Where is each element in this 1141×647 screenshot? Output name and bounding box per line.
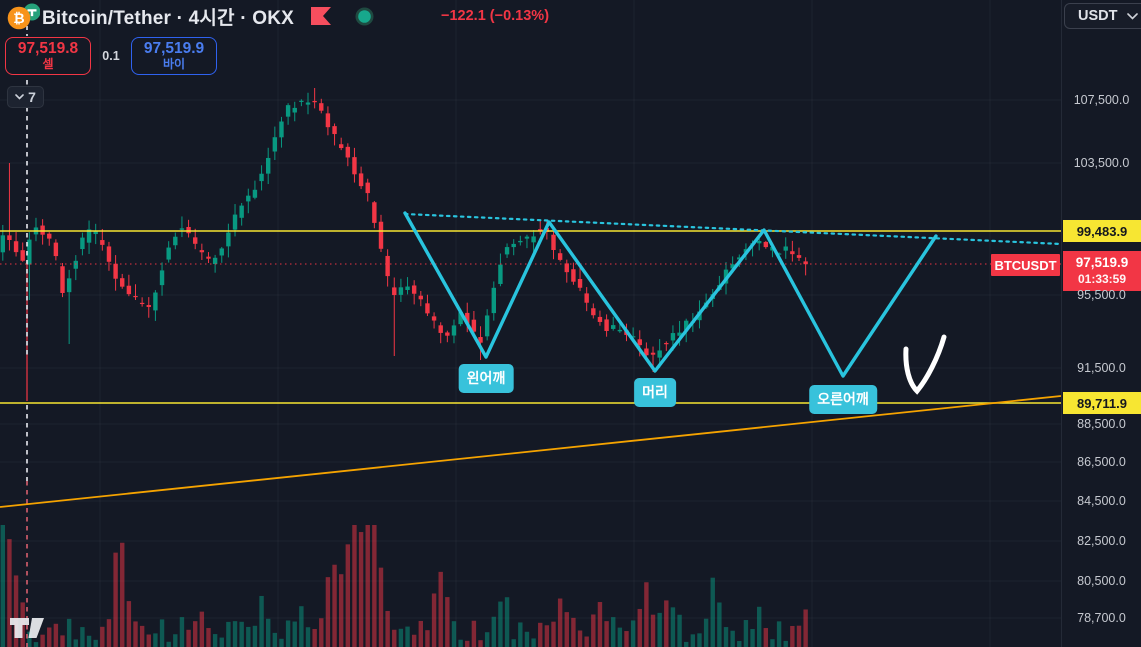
- chevron-down-icon: [15, 94, 24, 100]
- candle-count-value: 7: [28, 89, 36, 105]
- flag-icon[interactable]: [310, 7, 332, 25]
- currency-selector-value: USDT: [1078, 8, 1118, 24]
- chart-header: ₿ Bitcoin/Tether · 4시간 · OKX −122.1 (−0.…: [6, 3, 549, 29]
- buy-label: 바이: [162, 57, 186, 72]
- tradingview-logo[interactable]: [8, 611, 46, 641]
- price-axis[interactable]: 99,483.9 89,711.9 97,519.9 01:33:59 107,…: [1061, 0, 1141, 647]
- sell-price: 97,519.8: [17, 40, 79, 58]
- price-tick-label: 82,500.0: [1077, 534, 1126, 548]
- sell-button[interactable]: 97,519.8 셀: [5, 37, 91, 75]
- market-status-dot-icon[interactable]: [355, 7, 374, 26]
- price-change-text: −122.1 (−0.13%): [441, 8, 550, 24]
- price-tick-label: 107,500.0: [1073, 93, 1130, 107]
- sell-label: 셀: [42, 57, 54, 72]
- candle-countdown: 01:33:59: [1077, 271, 1127, 286]
- price-chart-canvas[interactable]: [0, 0, 1061, 647]
- pattern-label-left-shoulder[interactable]: 왼어깨: [458, 364, 514, 393]
- level-label-resistance[interactable]: 99,483.9: [1063, 220, 1141, 242]
- symbol-icon-pair: ₿: [6, 3, 41, 30]
- currency-selector[interactable]: USDT: [1064, 3, 1141, 29]
- price-tick-label: 103,500.0: [1073, 156, 1130, 170]
- trade-panel: 97,519.8 셀 0.1 97,519.9 바이: [5, 37, 217, 75]
- candle-count-button[interactable]: 7: [7, 86, 44, 108]
- price-tick-label: 84,500.0: [1077, 494, 1126, 508]
- spread-value: 0.1: [102, 49, 120, 63]
- symbol-title[interactable]: Bitcoin/Tether · 4시간 · OKX: [42, 7, 294, 29]
- bitcoin-icon: [7, 6, 31, 29]
- symbol-price-tag: BTCUSDT: [991, 254, 1060, 276]
- price-tick-label: 91,500.0: [1077, 361, 1126, 375]
- pattern-label-right-shoulder[interactable]: 오른어깨: [809, 385, 877, 414]
- chevron-down-icon: [1127, 12, 1138, 20]
- last-price-label: 97,519.9 01:33:59: [1063, 251, 1141, 291]
- price-tick-label: 95,500.0: [1077, 288, 1126, 302]
- price-tick-label: 80,500.0: [1077, 574, 1126, 588]
- svg-text:₿: ₿: [13, 11, 24, 27]
- price-tick-label: 78,700.0: [1077, 611, 1126, 625]
- buy-price: 97,519.9: [143, 40, 205, 58]
- level-label-support[interactable]: 89,711.9: [1063, 392, 1141, 414]
- buy-button[interactable]: 97,519.9 바이: [131, 37, 217, 75]
- pattern-label-head[interactable]: 머리: [634, 378, 676, 407]
- price-tick-label: 86,500.0: [1077, 455, 1126, 469]
- price-tick-label: 88,500.0: [1077, 417, 1126, 431]
- last-price-value: 97,519.9: [1075, 255, 1129, 271]
